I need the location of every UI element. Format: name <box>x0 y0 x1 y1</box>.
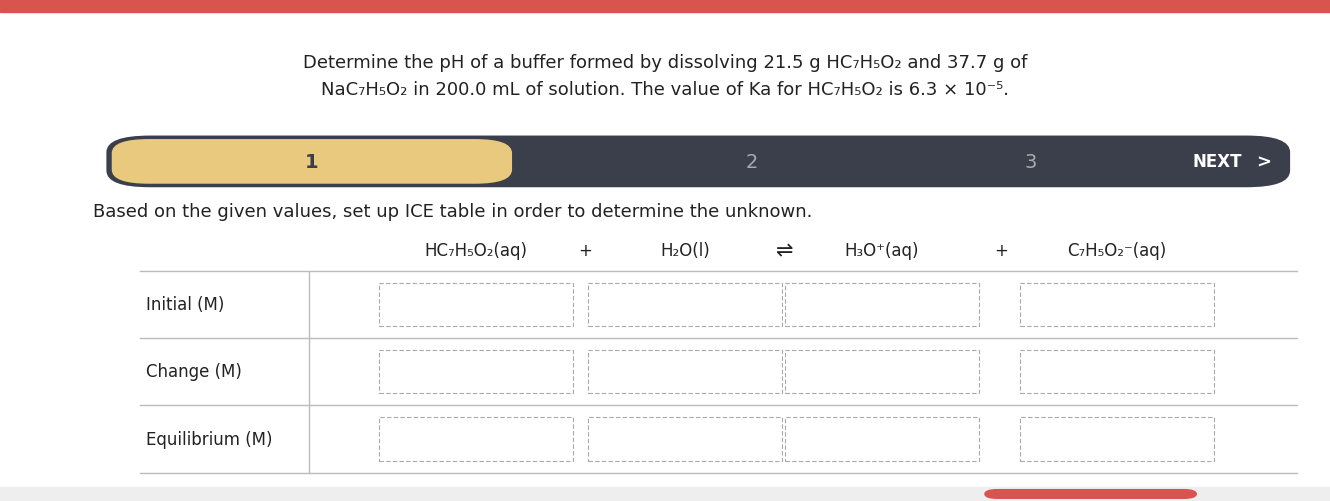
Bar <box>588 417 782 461</box>
Bar <box>785 284 979 326</box>
Text: Initial (M): Initial (M) <box>146 296 225 314</box>
Text: C₇H₅O₂⁻(aq): C₇H₅O₂⁻(aq) <box>1068 241 1166 260</box>
Text: Equilibrium (M): Equilibrium (M) <box>146 430 273 448</box>
FancyBboxPatch shape <box>984 489 1197 499</box>
Bar <box>785 417 979 461</box>
Bar <box>1020 417 1214 461</box>
FancyBboxPatch shape <box>106 136 1290 188</box>
Text: >: > <box>1256 153 1271 171</box>
Bar <box>0 487 1330 501</box>
Bar <box>379 284 573 326</box>
Text: Determine the pH of a buffer formed by dissolving 21.5 g HC₇H₅O₂ and 37.7 g of: Determine the pH of a buffer formed by d… <box>303 54 1027 72</box>
Text: 2: 2 <box>745 153 758 171</box>
FancyBboxPatch shape <box>112 140 512 184</box>
Text: NEXT: NEXT <box>1192 153 1242 171</box>
Text: HC₇H₅O₂(aq): HC₇H₅O₂(aq) <box>424 241 528 260</box>
Text: NaC₇H₅O₂ in 200.0 mL of solution. The value of Ka for HC₇H₅O₂ is 6.3 × 10⁻⁵.: NaC₇H₅O₂ in 200.0 mL of solution. The va… <box>321 81 1009 99</box>
Bar <box>0 0 1330 13</box>
Bar <box>785 350 979 393</box>
Text: +: + <box>995 241 1008 260</box>
Text: +: + <box>579 241 592 260</box>
Text: ⇌: ⇌ <box>775 240 794 261</box>
Bar <box>588 284 782 326</box>
Bar <box>379 350 573 393</box>
Text: 1: 1 <box>305 153 319 171</box>
Text: 3: 3 <box>1024 153 1037 171</box>
Bar <box>1020 350 1214 393</box>
Text: H₂O(l): H₂O(l) <box>660 241 710 260</box>
Text: Change (M): Change (M) <box>146 363 242 380</box>
Bar <box>1020 284 1214 326</box>
Text: H₃O⁺(aq): H₃O⁺(aq) <box>845 241 919 260</box>
Bar <box>588 350 782 393</box>
Bar <box>379 417 573 461</box>
Text: Based on the given values, set up ICE table in order to determine the unknown.: Based on the given values, set up ICE ta… <box>93 202 813 220</box>
